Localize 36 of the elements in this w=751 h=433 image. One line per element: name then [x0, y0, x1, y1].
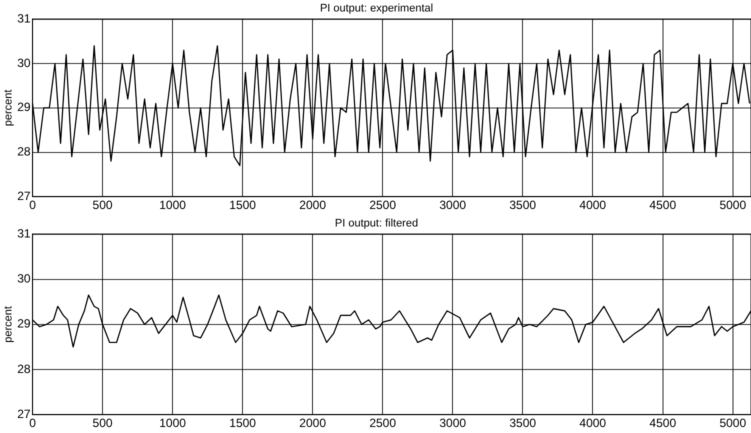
x-tick-label: 3000 [439, 416, 466, 430]
x-tick-label: 1000 [159, 198, 186, 212]
y-tick-label: 28 [17, 144, 31, 159]
y-axis-title: percent [2, 306, 15, 343]
x-tick-label: 5000 [719, 198, 746, 212]
x-tick-label: 1500 [229, 198, 256, 212]
x-tick-label: 4000 [579, 416, 606, 430]
x-tick-label: 2000 [299, 416, 326, 430]
x-tick-label: 1000 [159, 416, 186, 430]
x-tick-label: 2000 [299, 198, 326, 212]
x-tick-label: 5000 [719, 416, 746, 430]
x-tick-label: 500 [92, 198, 113, 212]
y-tick-label: 28 [17, 362, 31, 376]
x-tick-label: 0 [29, 198, 36, 212]
chart-title: PI output: experimental [320, 2, 434, 15]
y-tick-label: 30 [17, 272, 31, 286]
x-tick-label: 3000 [439, 198, 466, 212]
y-tick-label: 30 [17, 56, 31, 70]
y-tick-label: 27 [17, 188, 31, 203]
x-tick-label: 2500 [369, 416, 396, 430]
x-tick-label: 2500 [369, 198, 396, 212]
chart-title: PI output: filtered [334, 218, 418, 230]
y-tick-label: 31 [17, 226, 31, 241]
x-tick-label: 4500 [649, 416, 676, 430]
y-axis-title: percent [2, 90, 15, 126]
x-tick-label: 500 [92, 416, 113, 430]
y-tick-label: 29 [17, 316, 31, 331]
y-tick-label: 29 [17, 100, 31, 114]
x-tick-label: 4500 [649, 198, 676, 212]
y-tick-label: 27 [17, 406, 31, 421]
x-tick-label: 4000 [579, 198, 606, 212]
x-tick-label: 3500 [509, 416, 536, 430]
x-tick-label: 0 [29, 416, 36, 430]
y-tick-label: 31 [17, 12, 31, 26]
x-tick-label: 1500 [229, 416, 256, 430]
x-tick-label: 3500 [509, 198, 536, 212]
